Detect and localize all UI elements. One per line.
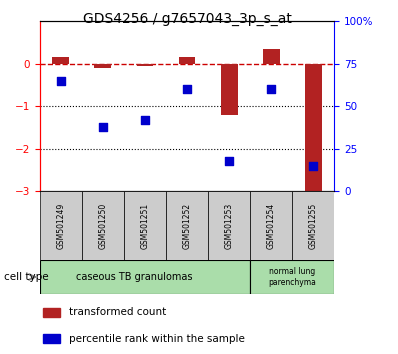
- Bar: [263, 49, 280, 64]
- Point: [310, 163, 316, 169]
- Text: cell type: cell type: [4, 272, 49, 282]
- Text: GSM501250: GSM501250: [98, 202, 107, 249]
- Text: normal lung
parenchyma: normal lung parenchyma: [268, 267, 316, 287]
- Text: caseous TB granulomas: caseous TB granulomas: [76, 272, 193, 282]
- Bar: [179, 57, 195, 64]
- FancyBboxPatch shape: [292, 191, 334, 260]
- Bar: [43, 334, 60, 343]
- Text: GSM501251: GSM501251: [140, 202, 150, 249]
- Bar: [43, 308, 60, 317]
- Point: [268, 86, 274, 92]
- FancyBboxPatch shape: [166, 191, 208, 260]
- FancyBboxPatch shape: [82, 191, 124, 260]
- Bar: [137, 64, 153, 66]
- Bar: [221, 64, 238, 115]
- Text: GSM501252: GSM501252: [183, 202, 191, 249]
- Point: [142, 117, 148, 122]
- FancyBboxPatch shape: [250, 191, 292, 260]
- Text: transformed count: transformed count: [69, 307, 166, 317]
- Bar: [305, 64, 322, 191]
- FancyBboxPatch shape: [40, 260, 250, 294]
- FancyBboxPatch shape: [208, 191, 250, 260]
- Text: GDS4256 / g7657043_3p_s_at: GDS4256 / g7657043_3p_s_at: [83, 12, 291, 27]
- FancyBboxPatch shape: [40, 191, 82, 260]
- Text: percentile rank within the sample: percentile rank within the sample: [69, 334, 245, 344]
- Point: [100, 124, 106, 130]
- Bar: [94, 64, 111, 68]
- Text: GSM501249: GSM501249: [57, 202, 65, 249]
- Text: GSM501255: GSM501255: [309, 202, 318, 249]
- Text: GSM501253: GSM501253: [224, 202, 234, 249]
- Point: [226, 158, 232, 164]
- Point: [58, 78, 64, 84]
- FancyBboxPatch shape: [250, 260, 334, 294]
- Bar: [53, 57, 69, 64]
- Point: [184, 86, 190, 92]
- Text: GSM501254: GSM501254: [267, 202, 276, 249]
- FancyBboxPatch shape: [124, 191, 166, 260]
